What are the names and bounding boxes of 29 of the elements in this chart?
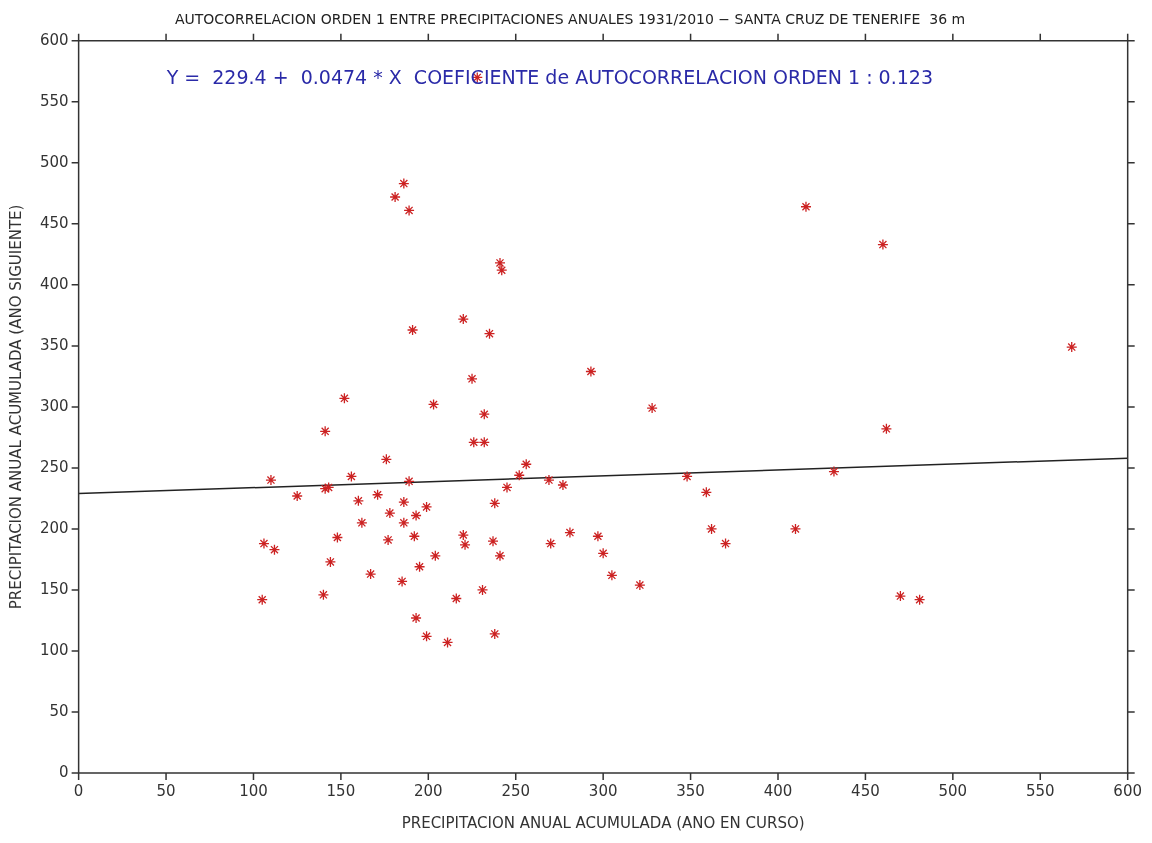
- x-tick-label: 450: [851, 781, 880, 800]
- y-tick-label: 200: [39, 518, 69, 537]
- x-tick-label: 500: [938, 781, 968, 800]
- y-tick-label: 100: [39, 640, 69, 659]
- y-tick-label: 250: [39, 457, 69, 476]
- x-tick-label: 300: [588, 781, 618, 800]
- x-tick-label: 150: [326, 781, 356, 800]
- y-tick-label: 550: [39, 91, 69, 110]
- x-tick-label: 400: [763, 781, 793, 800]
- x-tick-label: 350: [676, 781, 705, 800]
- x-tick-label: 100: [239, 781, 268, 800]
- x-tick-label: 600: [1113, 781, 1143, 800]
- x-tick-label: 50: [156, 781, 176, 800]
- x-tick-label: 250: [501, 781, 531, 800]
- y-axis-title: PRECIPITACION ANUAL ACUMULADA (ANO SIGUIENTE): [6, 204, 25, 610]
- chart-title: AUTOCORRELACION ORDEN 1 ENTRE PRECIPITACIONES ANUALES 1931/2010 − SANTA CRUZ DE TENERIFE 36 m: [174, 11, 966, 28]
- x-axis-title: PRECIPITACION ANUAL ACUMULADA (ANO EN CURSO): [401, 813, 805, 832]
- y-tick-label: 500: [39, 152, 69, 171]
- y-tick-label: 300: [39, 396, 69, 415]
- y-tick-label: 450: [39, 213, 69, 232]
- y-tick-label: 0: [59, 762, 69, 781]
- y-tick-label: 50: [49, 701, 69, 720]
- y-tick-label: 150: [39, 579, 69, 598]
- x-tick-label: 550: [1025, 781, 1055, 800]
- x-tick-label: 0: [73, 781, 84, 800]
- y-tick-label: 600: [39, 30, 69, 49]
- y-tick-label: 400: [39, 274, 69, 293]
- x-tick-label: 200: [413, 781, 443, 800]
- y-tick-label: 350: [39, 335, 69, 354]
